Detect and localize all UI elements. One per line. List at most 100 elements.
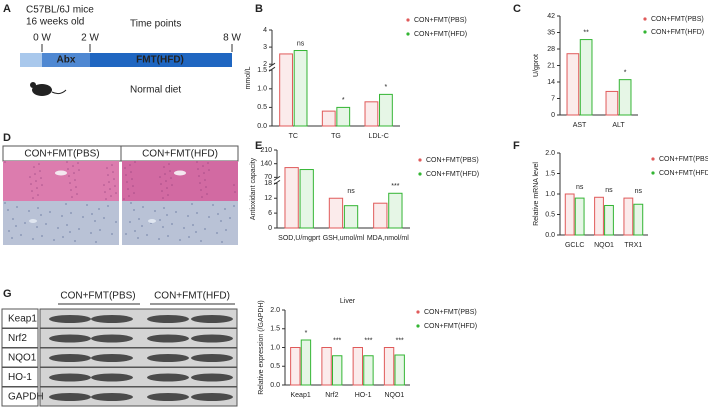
x-tick-label: NQO1 bbox=[594, 242, 614, 249]
nucleus bbox=[70, 189, 72, 191]
nucleus bbox=[36, 226, 38, 228]
significance: ns bbox=[297, 40, 305, 47]
bar bbox=[604, 204, 614, 236]
nucleus bbox=[69, 231, 71, 233]
y-tick-label: 6 bbox=[268, 210, 272, 217]
y-tick-label: 0.0 bbox=[257, 123, 267, 130]
bar bbox=[321, 347, 332, 386]
nucleus bbox=[131, 178, 133, 180]
y-tick-label: 4 bbox=[263, 27, 267, 34]
bar bbox=[343, 205, 359, 229]
nucleus bbox=[66, 224, 68, 226]
band bbox=[49, 373, 91, 382]
nucleus bbox=[66, 161, 68, 163]
nucleus bbox=[104, 191, 106, 193]
nucleus bbox=[217, 213, 219, 215]
nucleus bbox=[206, 193, 208, 195]
panel-label: C bbox=[513, 3, 521, 15]
bar bbox=[579, 39, 593, 116]
bar bbox=[300, 339, 312, 386]
nucleus bbox=[132, 185, 134, 187]
significance: ns bbox=[635, 188, 643, 195]
legend-marker bbox=[406, 18, 410, 22]
y-tick-label: 21 bbox=[547, 62, 555, 69]
x-tick-label: HO-1 bbox=[355, 392, 372, 399]
y-tick-label: 2.0 bbox=[270, 307, 280, 314]
legend-marker bbox=[643, 30, 647, 34]
nucleus bbox=[207, 162, 209, 164]
nucleus bbox=[108, 181, 110, 183]
nucleus bbox=[171, 223, 173, 225]
y-tick-label: 35 bbox=[547, 29, 555, 36]
band bbox=[91, 315, 133, 323]
nucleus bbox=[159, 176, 161, 178]
y-tick-label: 18 bbox=[264, 180, 272, 187]
x-tick-label: Keap1 bbox=[291, 392, 311, 399]
nucleus bbox=[128, 195, 130, 197]
y-tick-label: 0.5 bbox=[270, 363, 280, 370]
significance: ns bbox=[605, 187, 613, 194]
nucleus bbox=[37, 194, 39, 196]
nucleus bbox=[71, 196, 73, 198]
band bbox=[49, 393, 91, 401]
panel-label: D bbox=[3, 132, 11, 144]
abx-phase bbox=[42, 53, 90, 67]
he-stain bbox=[3, 161, 119, 201]
y-tick-label: 210 bbox=[260, 147, 272, 154]
y-tick-label: 0 bbox=[551, 112, 555, 119]
y-tick-label: 42 bbox=[547, 13, 555, 20]
nucleus bbox=[111, 233, 113, 235]
nucleus bbox=[163, 166, 165, 168]
nucleus bbox=[183, 227, 185, 229]
cohort: C57BL/6J mice bbox=[26, 5, 94, 16]
bar bbox=[379, 93, 393, 127]
nucleus bbox=[125, 233, 127, 235]
y-tick-label: 1.5 bbox=[257, 67, 267, 74]
y-tick-label: 0.0 bbox=[270, 382, 280, 389]
bar bbox=[633, 203, 644, 236]
nucleus bbox=[208, 169, 210, 171]
nucleus bbox=[65, 203, 67, 205]
significance: * bbox=[624, 69, 627, 76]
protein-label: NQO1 bbox=[8, 353, 37, 364]
nucleus bbox=[158, 238, 160, 240]
legend-label: CON+FMT(HFD) bbox=[651, 29, 704, 36]
nucleus bbox=[74, 179, 76, 181]
nucleus bbox=[7, 209, 9, 211]
bar bbox=[290, 347, 301, 386]
bar bbox=[564, 193, 575, 236]
nucleus bbox=[40, 214, 42, 216]
bar bbox=[293, 50, 308, 127]
chart-title: Liver bbox=[340, 298, 356, 305]
y-axis-label: Relative expression (/GAPDH) bbox=[258, 300, 265, 395]
bar bbox=[352, 347, 363, 386]
significance: * bbox=[342, 97, 345, 104]
nucleus bbox=[77, 162, 79, 164]
x-tick-label: GCLC bbox=[565, 242, 584, 249]
nucleus bbox=[229, 217, 231, 219]
bar bbox=[284, 167, 299, 229]
significance: ** bbox=[583, 29, 589, 36]
vessel bbox=[148, 219, 156, 223]
phase-label: FMT(HFD) bbox=[136, 55, 184, 66]
nucleus bbox=[224, 208, 226, 210]
protein-label: HO-1 bbox=[8, 372, 32, 383]
nucleus bbox=[188, 236, 190, 238]
bar bbox=[279, 53, 293, 127]
x-tick-label: TG bbox=[331, 133, 341, 140]
group-label: CON+FMT(PBS) bbox=[24, 149, 99, 160]
nucleus bbox=[12, 218, 14, 220]
nucleus bbox=[129, 221, 131, 223]
y-tick-label: 70 bbox=[264, 174, 272, 181]
nucleus bbox=[200, 240, 202, 242]
nucleus bbox=[161, 190, 163, 192]
nucleus bbox=[204, 228, 206, 230]
band bbox=[147, 315, 189, 323]
significance: *** bbox=[364, 337, 372, 344]
nucleus bbox=[233, 184, 235, 186]
x-tick-label: AST bbox=[573, 122, 587, 129]
phase-label: Abx bbox=[57, 55, 76, 66]
blot-row bbox=[39, 386, 238, 407]
time-tick: 2 W bbox=[81, 33, 99, 44]
